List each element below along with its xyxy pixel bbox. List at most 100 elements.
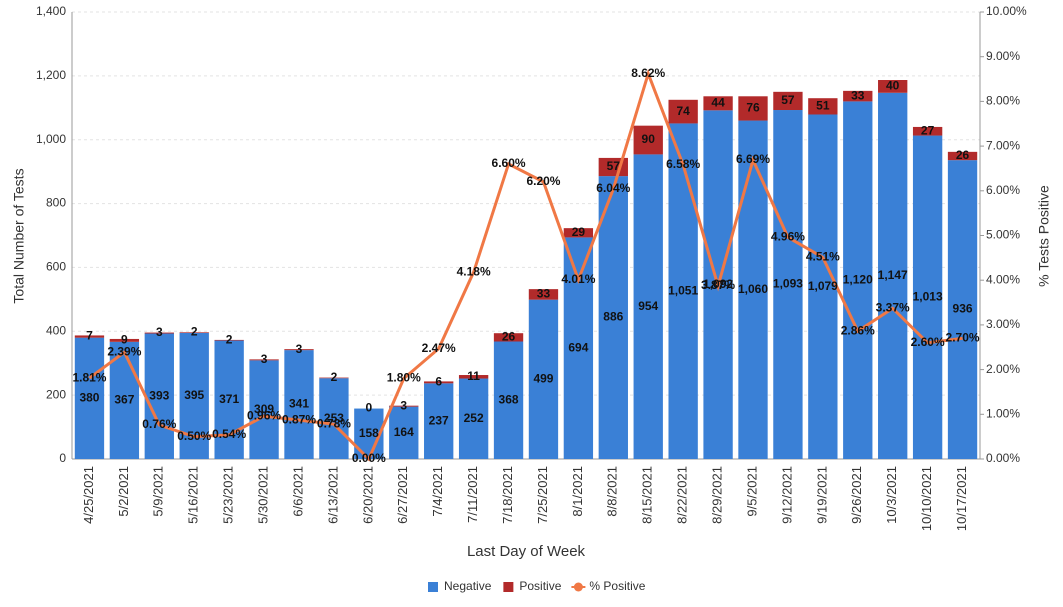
data-label: 3 — [400, 398, 407, 412]
data-label: 76 — [746, 101, 760, 115]
bar — [493, 333, 524, 342]
data-label: 2.39% — [107, 344, 141, 358]
data-label: 2 — [226, 332, 233, 346]
bar — [109, 341, 140, 459]
bar — [493, 341, 524, 459]
x-tick-label: 10/10/2021 — [919, 466, 934, 531]
data-label: 1,120 — [843, 272, 873, 286]
data-label: 2.47% — [422, 341, 456, 355]
y2-tick-label: 6.00% — [986, 183, 1020, 197]
data-label: 1,051 — [668, 283, 698, 297]
data-label: 3.87% — [701, 278, 735, 292]
data-label: 9 — [121, 333, 128, 347]
bar — [947, 151, 978, 161]
bar — [284, 349, 314, 351]
bar — [633, 154, 663, 459]
y-tick-label: 1,200 — [36, 68, 66, 82]
data-label: 90 — [642, 132, 656, 146]
x-tick-label: 5/16/2021 — [186, 466, 201, 524]
legend: Negative Positive % Positive — [428, 579, 646, 593]
legend-swatch — [428, 582, 438, 592]
bar — [109, 338, 140, 342]
bar — [843, 101, 873, 460]
bar — [74, 337, 105, 459]
data-label: 2 — [191, 325, 198, 339]
bar — [389, 406, 419, 459]
legend-label: Positive — [519, 579, 561, 593]
y2-tick-label: 9.00% — [986, 49, 1020, 63]
x-tick-label: 9/19/2021 — [814, 466, 829, 524]
bar — [738, 120, 768, 460]
bar — [912, 135, 943, 459]
bar — [563, 228, 594, 238]
data-label: 158 — [359, 426, 379, 440]
data-label: 57 — [607, 159, 621, 173]
x-tick-label: 7/25/2021 — [535, 466, 550, 524]
bar — [424, 381, 454, 384]
data-label: 44 — [711, 95, 725, 109]
bar — [179, 332, 209, 333]
data-label: 252 — [464, 411, 484, 425]
x-tick-label: 8/22/2021 — [675, 466, 690, 524]
data-label: 33 — [537, 287, 551, 301]
y2-tick-label: 3.00% — [986, 317, 1020, 331]
y2-axis-title: % Tests Positive — [1036, 185, 1052, 287]
x-tick-label: 8/29/2021 — [710, 466, 725, 524]
y-tick-label: 400 — [46, 323, 66, 337]
y2-tick-label: 10.00% — [986, 4, 1027, 18]
data-label: 7 — [86, 329, 93, 343]
bar — [214, 340, 244, 459]
bar — [563, 237, 594, 459]
y2-tick-label: 5.00% — [986, 228, 1020, 242]
bar — [808, 114, 838, 459]
bar — [74, 335, 105, 338]
data-label: 27 — [921, 123, 935, 137]
data-label: 1,093 — [773, 277, 803, 291]
data-label: 237 — [429, 413, 449, 427]
data-label: 26 — [956, 148, 970, 162]
line — [88, 69, 963, 462]
x-tick-label: 8/15/2021 — [640, 466, 655, 524]
x-tick-label: 5/2/2021 — [116, 466, 131, 517]
data-label: 6.60% — [492, 156, 526, 170]
data-label: 367 — [114, 393, 134, 407]
y2-tick-label: 8.00% — [986, 94, 1020, 108]
x-tick-label: 6/27/2021 — [395, 466, 410, 524]
data-label: 6.58% — [666, 157, 700, 171]
data-label: 0.76% — [142, 417, 176, 431]
data-label: 1,147 — [878, 268, 908, 282]
x-tick-label: 5/9/2021 — [151, 466, 166, 517]
data-label: 4.51% — [806, 250, 840, 264]
y-tick-label: 800 — [46, 196, 66, 210]
x-axis-title: Last Day of Week — [467, 543, 586, 560]
data-label: 694 — [568, 340, 588, 354]
y-tick-label: 1,000 — [36, 132, 66, 146]
bar — [808, 98, 838, 115]
data-label: 33 — [851, 88, 865, 102]
data-label: 0.00% — [352, 451, 386, 465]
bar — [878, 92, 908, 459]
x-tick-label: 9/12/2021 — [779, 466, 794, 524]
data-label: 393 — [149, 388, 169, 402]
data-label: 380 — [79, 391, 99, 405]
x-tick-label: 5/23/2021 — [221, 466, 236, 524]
legend-label: % Positive — [589, 579, 645, 593]
bar — [214, 339, 244, 341]
legend-swatch — [503, 582, 514, 592]
legend-swatch — [573, 582, 583, 592]
data-label: 0.78% — [317, 416, 351, 430]
legend-label: Negative — [444, 579, 492, 593]
bar — [912, 126, 943, 136]
data-label: 6 — [435, 375, 442, 389]
data-label: 371 — [219, 392, 239, 406]
data-label: 3 — [296, 342, 303, 356]
data-label: 2.70% — [946, 330, 980, 344]
bar — [668, 123, 698, 459]
data-label: 2 — [331, 370, 338, 384]
bar — [144, 332, 174, 334]
y-tick-label: 1,400 — [36, 4, 66, 18]
data-label: 1.80% — [387, 371, 421, 385]
data-label: 26 — [502, 330, 516, 344]
x-tick-label: 9/5/2021 — [744, 466, 759, 517]
x-tick-label: 5/30/2021 — [256, 466, 271, 524]
